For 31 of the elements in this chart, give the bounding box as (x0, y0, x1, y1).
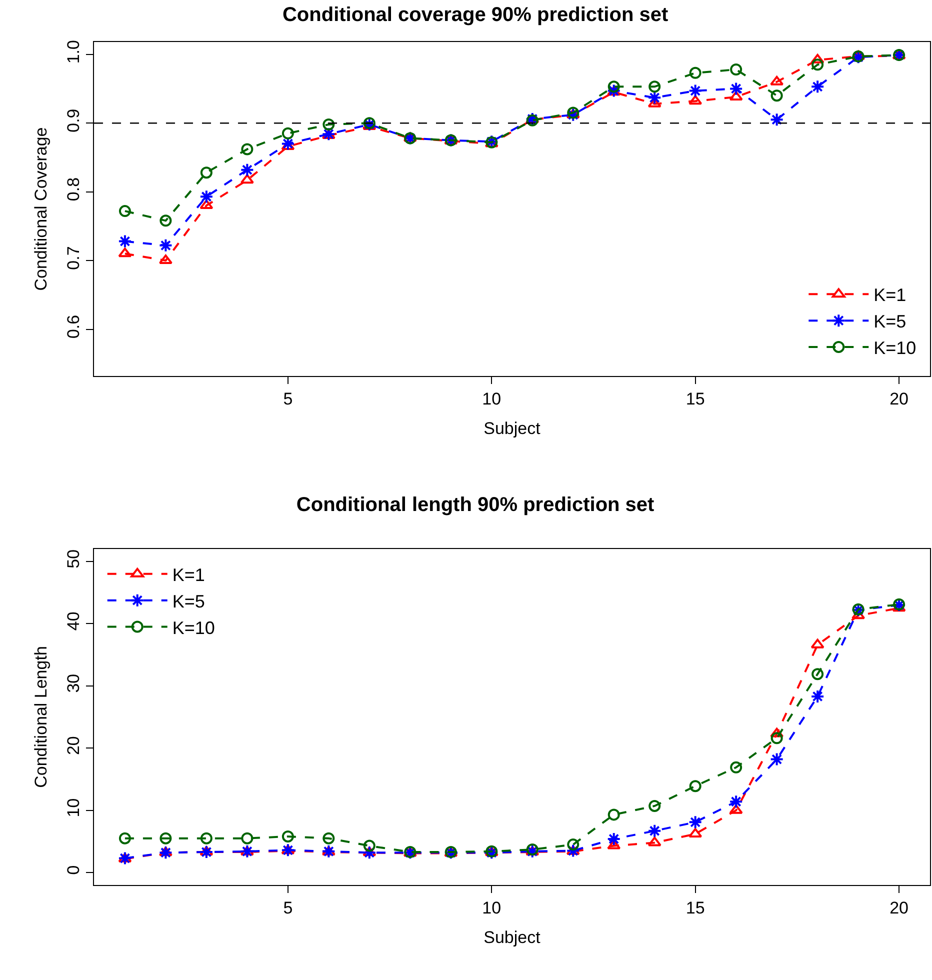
y-tick-label: 40 (64, 612, 84, 631)
y-tick-label: 0.8 (64, 177, 84, 202)
y-axis-title: Conditional Length (32, 646, 51, 788)
legend-label: K=5 (172, 591, 205, 612)
y-tick-label: 30 (64, 674, 84, 693)
y-tick-label: 10 (64, 798, 84, 818)
y-tick-label: 1.0 (64, 40, 84, 64)
chart-title: Conditional coverage 90% prediction set (282, 4, 668, 26)
legend-label: K=1 (874, 285, 906, 306)
legend-label: K=1 (172, 564, 205, 585)
x-axis-title: Subject (484, 418, 541, 438)
x-tick-label: 15 (686, 898, 705, 918)
y-tick-label: 0.6 (64, 314, 84, 339)
y-tick-label: 0.7 (64, 246, 84, 270)
x-tick-label: 10 (482, 390, 502, 409)
y-axis-title: Conditional Coverage (32, 127, 51, 291)
x-tick-label: 5 (283, 390, 293, 409)
y-tick-label: 0.9 (64, 108, 84, 132)
y-tick-label: 50 (64, 549, 84, 568)
x-tick-label: 20 (890, 390, 908, 409)
x-axis-title: Subject (484, 928, 541, 947)
x-tick-label: 15 (686, 390, 705, 409)
y-tick-label: 20 (64, 736, 84, 756)
chart-title: Conditional length 90% prediction set (296, 494, 655, 516)
y-tick-label: 0 (64, 865, 84, 875)
x-tick-label: 5 (283, 898, 293, 918)
legend-label: K=10 (874, 338, 916, 358)
legend-label: K=10 (172, 618, 215, 638)
x-tick-label: 10 (482, 898, 502, 918)
legend-label: K=5 (874, 312, 906, 332)
x-tick-label: 20 (890, 898, 908, 918)
